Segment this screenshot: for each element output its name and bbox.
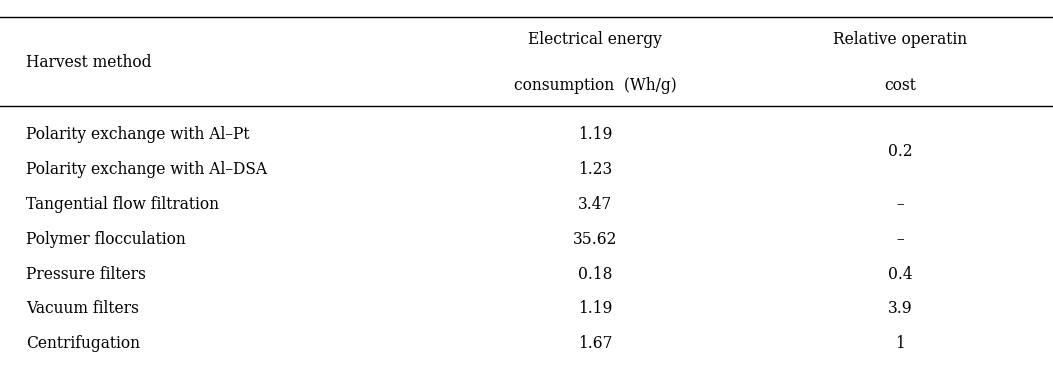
Text: Polarity exchange with Al–DSA: Polarity exchange with Al–DSA (26, 161, 267, 178)
Text: Pressure filters: Pressure filters (26, 266, 146, 282)
Text: 1.67: 1.67 (578, 335, 612, 352)
Text: Electrical energy: Electrical energy (528, 31, 662, 48)
Text: 1.19: 1.19 (578, 301, 612, 317)
Text: Harvest method: Harvest method (26, 54, 152, 71)
Text: Centrifugation: Centrifugation (26, 335, 140, 352)
Text: Polymer flocculation: Polymer flocculation (26, 231, 186, 247)
Text: consumption  (Wh/g): consumption (Wh/g) (514, 77, 676, 94)
Text: 0.18: 0.18 (578, 266, 612, 282)
Text: Tangential flow filtration: Tangential flow filtration (26, 196, 219, 213)
Text: 1.19: 1.19 (578, 126, 612, 143)
Text: Polarity exchange with Al–Pt: Polarity exchange with Al–Pt (26, 126, 250, 143)
Text: 3.9: 3.9 (888, 301, 913, 317)
Text: 1.23: 1.23 (578, 161, 612, 178)
Text: 0.2: 0.2 (888, 144, 913, 160)
Text: 3.47: 3.47 (578, 196, 612, 213)
Text: –: – (896, 196, 905, 213)
Text: Vacuum filters: Vacuum filters (26, 301, 139, 317)
Text: cost: cost (885, 77, 916, 94)
Text: 0.4: 0.4 (888, 266, 913, 282)
Text: –: – (896, 231, 905, 247)
Text: 35.62: 35.62 (573, 231, 617, 247)
Text: 1: 1 (895, 335, 906, 352)
Text: Relative operatin: Relative operatin (833, 31, 968, 48)
